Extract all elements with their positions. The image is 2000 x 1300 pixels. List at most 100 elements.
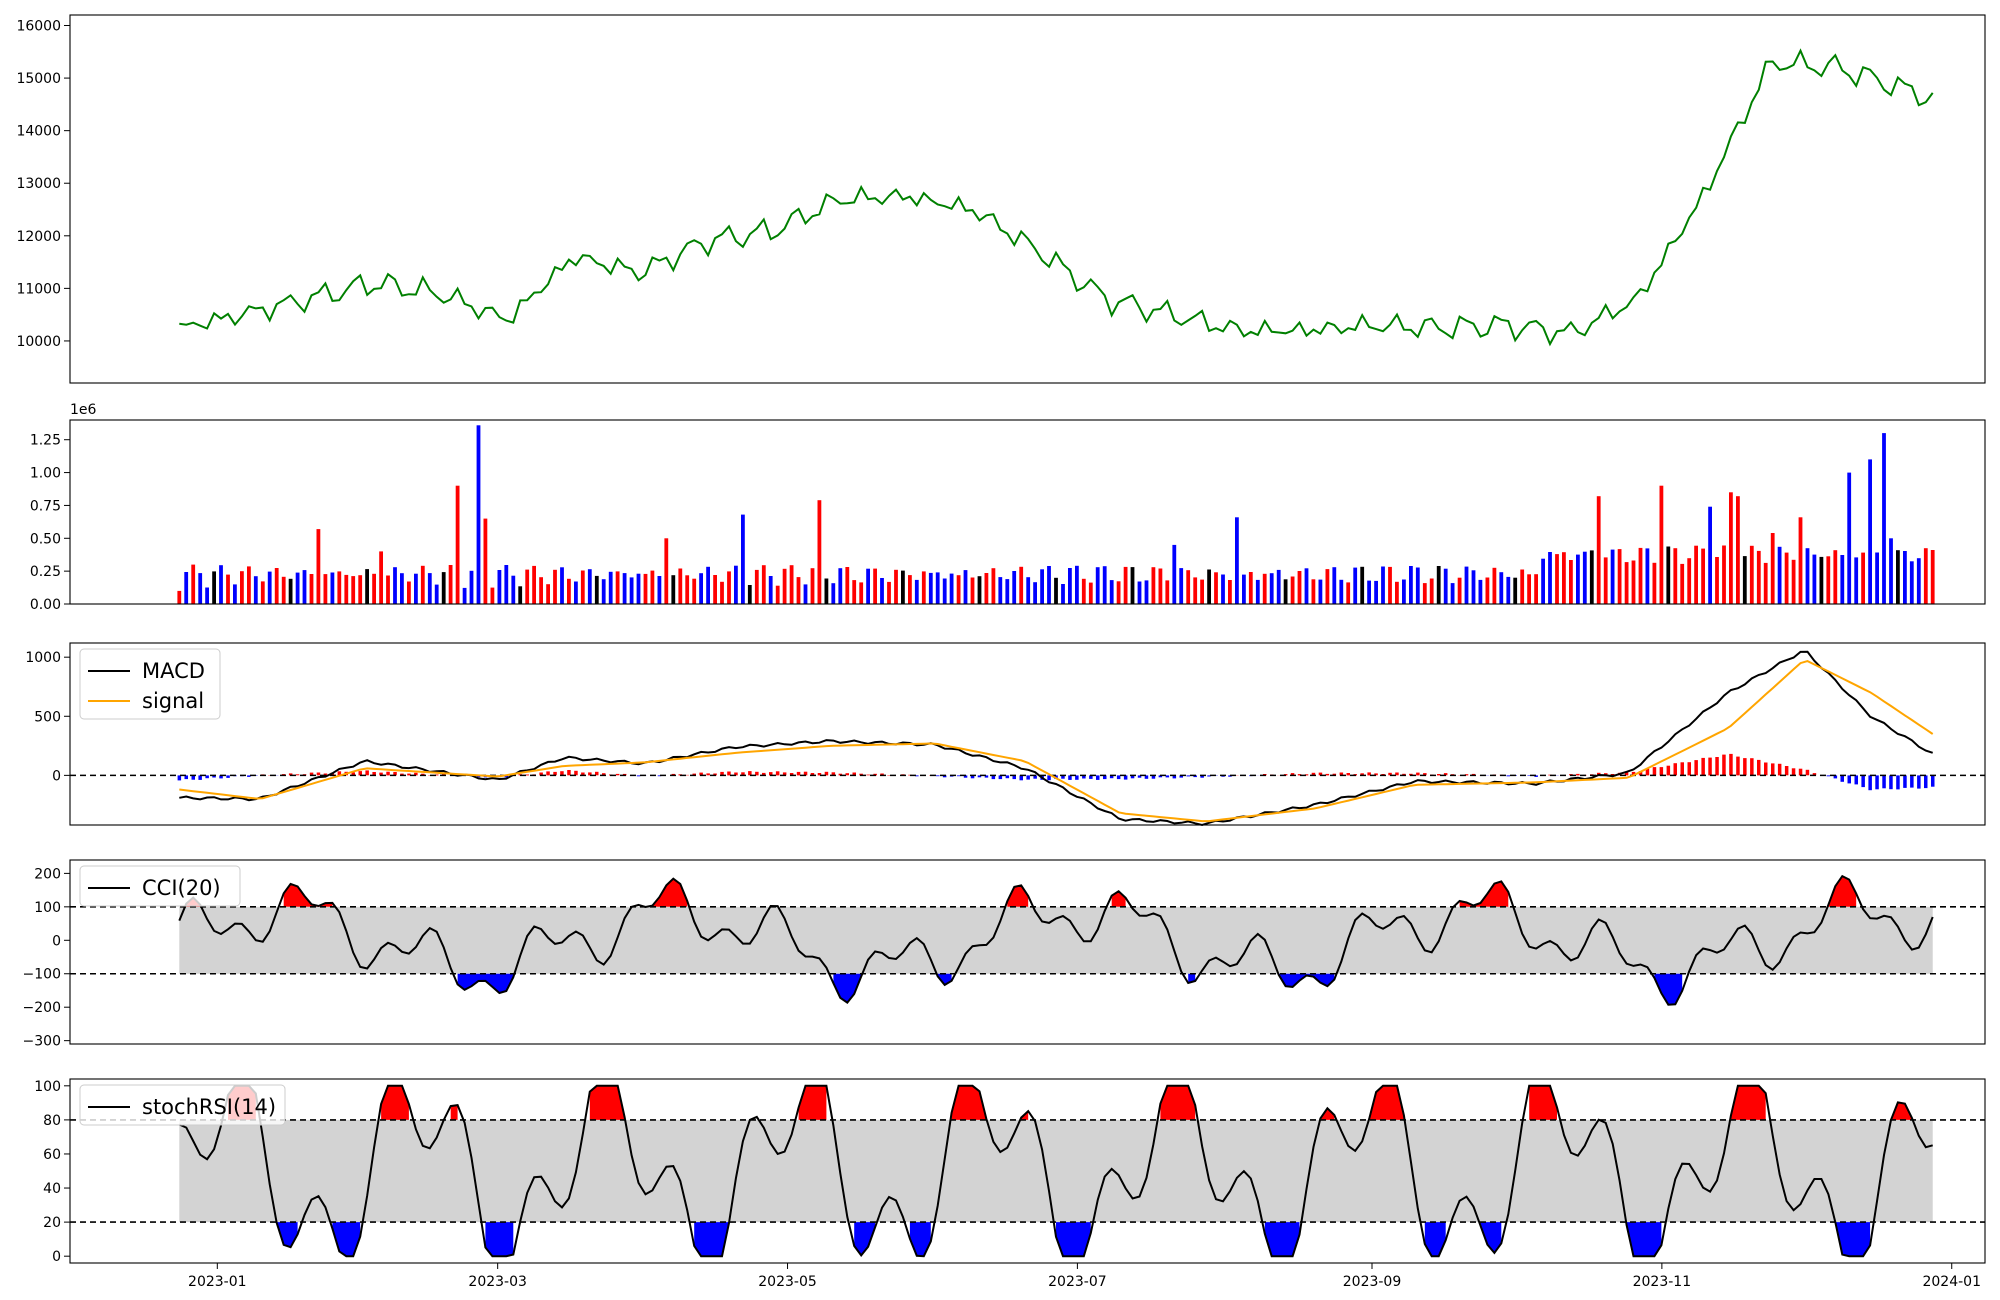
macd-hist-bar-237: [1826, 775, 1831, 777]
volume-bar-168: [1346, 582, 1351, 604]
volume-bar-224: [1736, 496, 1740, 604]
volume-bar-51: [532, 565, 536, 604]
macd-ytick-label-1: 500: [34, 709, 61, 725]
volume-bar-174: [1388, 566, 1392, 604]
volume-bar-39: [448, 565, 453, 604]
volume-bar-169: [1353, 567, 1358, 604]
volume-bar-228: [1763, 562, 1768, 604]
volume-bar-137: [1130, 567, 1135, 604]
volume-bar-251: [1923, 548, 1928, 604]
volume-bar-184: [1457, 577, 1462, 604]
volume-bar-118: [998, 577, 1003, 604]
macd-hist-bar-61: [602, 773, 606, 776]
macd-hist-bar-233: [1798, 768, 1803, 776]
macd-hist-bar-80: [734, 772, 738, 776]
macd-hist-bar-0: [177, 775, 182, 781]
x-tick-label-3: 2023-07: [1048, 1274, 1107, 1290]
macd-hist-bar-230: [1777, 763, 1782, 776]
macd-hist-bar-205: [1604, 773, 1608, 776]
macd-hist-bar-240: [1847, 775, 1851, 784]
macd-hist-bar-50: [525, 774, 529, 776]
macd-hist-bar-146: [1193, 775, 1197, 778]
macd-hist-bar-25: [351, 772, 355, 776]
macd-hist-bar-234: [1805, 769, 1810, 776]
price-ytick-label-4: 14000: [16, 124, 61, 140]
macd-hist-bar-231: [1784, 766, 1789, 776]
macd-hist-bar-92: [817, 773, 822, 776]
volume-bar-42: [469, 570, 474, 604]
price-ytick-label-2: 12000: [16, 229, 61, 245]
volume-bar-91: [810, 568, 815, 604]
macd-hist-bar-79: [727, 771, 731, 776]
stochrsi-below-fill-1: [332, 1222, 361, 1257]
volume-bar-186: [1471, 570, 1476, 604]
macd-hist-bar-239: [1840, 775, 1844, 782]
macd-hist-bar-58: [581, 772, 585, 776]
volume-bar-94: [831, 583, 836, 604]
volume-bar-202: [1582, 551, 1587, 604]
volume-bar-85: [768, 576, 773, 604]
macd-hist-bar-6: [219, 775, 223, 779]
macd-hist-bar-137: [1130, 775, 1135, 779]
volume-bar-103: [894, 569, 898, 604]
volume-bar-29: [379, 551, 383, 604]
macd-hist-bar-122: [1026, 775, 1030, 780]
cci-below-fill-0: [457, 973, 514, 993]
cci-above-fill-3: [652, 878, 688, 907]
volume-bar-17: [295, 572, 300, 604]
macd-hist-bar-248: [1903, 775, 1907, 788]
macd-hist-bar-195: [1534, 775, 1538, 777]
volume-bar-47: [504, 565, 509, 604]
volume-bar-226: [1749, 545, 1754, 604]
volume-bar-188: [1485, 577, 1490, 604]
volume-bar-175: [1395, 581, 1399, 604]
volume-bar-65: [629, 577, 634, 604]
volume-bar-19: [309, 574, 314, 604]
volume-bar-210: [1638, 547, 1643, 604]
volume-bar-211: [1645, 548, 1650, 604]
macd-hist-bar-28: [372, 772, 376, 776]
volume-bar-56: [567, 578, 571, 604]
volume-bar-203: [1589, 550, 1594, 604]
volume-bar-250: [1916, 558, 1921, 604]
macd-hist-bar-160: [1290, 773, 1295, 776]
macd-hist-bar-94: [831, 772, 836, 776]
macd-hist-bar-120: [1012, 775, 1016, 780]
volume-bar-215: [1673, 548, 1678, 604]
price-ytick-label-1: 11000: [16, 281, 61, 297]
macd-hist-bar-109: [936, 775, 940, 777]
stochrsi-line: [178, 1084, 1933, 1258]
volume-bar-159: [1283, 579, 1288, 604]
stochrsi-above-fill-5: [798, 1085, 827, 1120]
macd-hist-bar-201: [1576, 773, 1580, 776]
stochrsi-ytick-label-1: 20: [43, 1215, 61, 1231]
volume-bar-3: [198, 573, 203, 604]
volume-bar-80: [734, 565, 738, 604]
macd-hist-bar-211: [1645, 768, 1650, 776]
volume-bar-30: [386, 575, 390, 604]
volume-bar-198: [1555, 554, 1559, 604]
volume-bar-140: [1151, 567, 1156, 604]
macd-hist-bar-145: [1186, 775, 1190, 777]
macd-hist-bar-217: [1687, 762, 1691, 776]
stochrsi-below-fill-7: [1264, 1222, 1300, 1257]
macd-hist-bar-130: [1082, 775, 1086, 779]
volume-bar-77: [713, 575, 717, 604]
volume-bar-238: [1833, 550, 1838, 604]
volume-bar-193: [1520, 569, 1525, 604]
macd-hist-bar-93: [824, 771, 829, 776]
signal-line: [179, 660, 1934, 823]
volume-bar-138: [1137, 581, 1142, 604]
stochrsi-below-fill-0: [276, 1222, 298, 1248]
cci-frame: [69, 859, 1986, 1045]
volume-bar-153: [1242, 574, 1246, 604]
volume-bar-176: [1402, 579, 1406, 604]
volume-bar-205: [1603, 557, 1608, 604]
volume-bar-98: [859, 582, 864, 604]
volume-bar-144: [1179, 568, 1184, 604]
volume-bar-182: [1443, 568, 1448, 604]
macd-hist-bar-242: [1861, 775, 1865, 788]
macd-hist-bar-141: [1158, 775, 1163, 778]
volume-bar-46: [497, 570, 502, 604]
volume-bar-164: [1318, 579, 1323, 604]
